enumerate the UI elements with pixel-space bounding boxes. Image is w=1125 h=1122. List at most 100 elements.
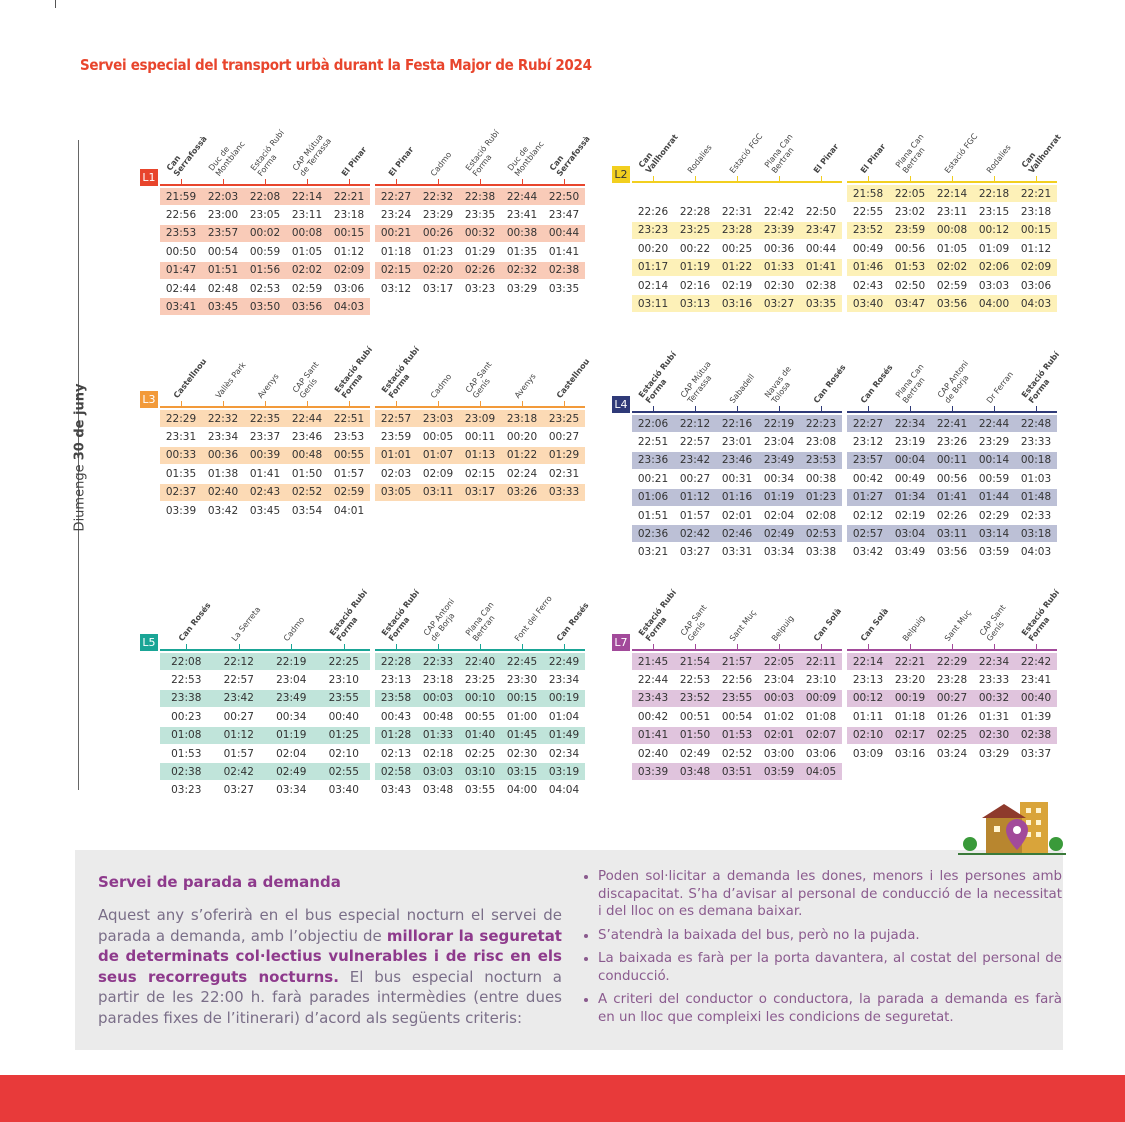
timetable-row: 00:20 00:22 00:25 00:36 00:44 bbox=[632, 240, 842, 257]
timetable-row: 02:15 02:20 02:26 02:32 02:38 bbox=[375, 261, 585, 279]
time: 03:11 bbox=[422, 486, 454, 499]
time: 22:41 bbox=[936, 417, 968, 430]
time: 23:23 bbox=[637, 224, 669, 237]
time: 23:41 bbox=[1020, 673, 1052, 686]
time: 23:13 bbox=[380, 673, 412, 686]
time: 02:09 bbox=[1020, 261, 1052, 274]
time: 00:11 bbox=[464, 430, 496, 443]
stop-name: Duc de Montblanc bbox=[206, 139, 247, 178]
time: 00:36 bbox=[763, 242, 795, 255]
time: 00:34 bbox=[763, 472, 795, 485]
time: 23:53 bbox=[333, 430, 365, 443]
time: 01:23 bbox=[805, 491, 837, 504]
time: 23:59 bbox=[380, 430, 412, 443]
stop-name: CAP Antoni de Borja bbox=[935, 359, 971, 405]
time: 00:05 bbox=[422, 430, 454, 443]
time: 01:05 bbox=[936, 242, 968, 255]
time: 02:25 bbox=[936, 729, 968, 742]
time: 03:42 bbox=[207, 504, 239, 517]
stop-name: CAP Sant Genís bbox=[977, 603, 1008, 643]
stop-tick bbox=[396, 401, 397, 407]
timetable-row: 00:42 00:49 00:56 00:59 01:03 bbox=[847, 470, 1057, 487]
timetable-row: 23:13 23:20 23:28 23:33 23:41 bbox=[847, 671, 1057, 688]
stop-name: Estació Rubí Forma bbox=[636, 350, 679, 405]
line-badge: L3 bbox=[140, 391, 158, 408]
time: 03:13 bbox=[679, 297, 711, 310]
stop-name: Duc de Montblanc bbox=[505, 139, 546, 178]
time: 04:03 bbox=[1020, 297, 1052, 310]
time: 01:33 bbox=[422, 729, 454, 742]
time: 02:16 bbox=[679, 279, 711, 292]
time: 02:38 bbox=[171, 765, 202, 778]
time: 01:09 bbox=[978, 242, 1010, 255]
timetable-row: 01:35 01:38 01:41 01:50 01:57 bbox=[160, 465, 370, 482]
time: 01:41 bbox=[548, 245, 580, 258]
time: 22:21 bbox=[894, 655, 926, 668]
time: 23:04 bbox=[763, 435, 795, 448]
timetable-row: 03:11 03:13 03:16 03:27 03:35 bbox=[632, 295, 842, 313]
time: 21:57 bbox=[721, 655, 753, 668]
footer-band bbox=[0, 1075, 1125, 1122]
stop-name: Cadmo bbox=[282, 615, 307, 643]
time: 03:41 bbox=[165, 300, 197, 313]
stop-name: Estació Rubí Forma bbox=[379, 345, 422, 400]
time: 00:03 bbox=[763, 692, 795, 705]
stop-tick bbox=[186, 644, 188, 650]
stop-name: CAP Mútua de Terrassa bbox=[290, 132, 334, 178]
time: 02:59 bbox=[333, 486, 365, 499]
time: 03:48 bbox=[422, 784, 454, 797]
time: 23:04 bbox=[276, 673, 307, 686]
stop-tick bbox=[480, 644, 481, 650]
stop-name: Vallès Park bbox=[213, 360, 248, 400]
time: 00:31 bbox=[721, 472, 753, 485]
stop-tick bbox=[779, 176, 780, 182]
time: 03:27 bbox=[679, 546, 711, 559]
time: 22:35 bbox=[249, 412, 281, 425]
timetable-row: 01:06 01:12 01:16 01:19 01:23 bbox=[632, 488, 842, 506]
time: 22:27 bbox=[380, 190, 412, 203]
stop-tick bbox=[238, 644, 240, 650]
time: 02:46 bbox=[721, 527, 753, 540]
time: 01:19 bbox=[763, 491, 795, 504]
time: 02:13 bbox=[380, 747, 412, 760]
time: 23:12 bbox=[852, 435, 884, 448]
time: 02:04 bbox=[763, 509, 795, 522]
time: 03:43 bbox=[380, 784, 412, 797]
time: 22:56 bbox=[165, 208, 197, 221]
time: 00:39 bbox=[249, 449, 281, 462]
time: 00:15 bbox=[1020, 224, 1052, 237]
time: 23:03 bbox=[422, 412, 454, 425]
time: 00:27 bbox=[936, 692, 968, 705]
timetable-row: 00:42 00:51 00:54 01:02 01:08 bbox=[632, 708, 842, 725]
time: 01:11 bbox=[852, 710, 884, 723]
stop-tick bbox=[653, 176, 654, 182]
time: 03:55 bbox=[464, 784, 496, 797]
time: 23:49 bbox=[276, 692, 307, 705]
stop-name: El Pinar bbox=[339, 145, 369, 178]
time: 22:44 bbox=[291, 412, 323, 425]
time: 00:44 bbox=[548, 227, 580, 240]
time: 21:54 bbox=[679, 655, 711, 668]
time: 00:34 bbox=[276, 710, 307, 723]
time: 02:42 bbox=[679, 527, 711, 540]
stop-tick bbox=[265, 179, 266, 185]
time: 00:33 bbox=[165, 449, 197, 462]
time: 03:04 bbox=[894, 527, 926, 540]
stop-tick bbox=[223, 401, 224, 407]
time: 22:08 bbox=[249, 190, 281, 203]
time: 01:18 bbox=[894, 710, 926, 723]
info-heading: Servei de parada a demanda bbox=[98, 873, 341, 891]
time: 03:15 bbox=[506, 765, 538, 778]
stop-name: Estació Rubí Forma bbox=[248, 128, 287, 178]
stop-name: Estació Rubí Forma bbox=[636, 588, 679, 643]
timetable-row: 22:27 22:32 22:38 22:44 22:50 bbox=[375, 188, 585, 205]
time: 22:50 bbox=[548, 190, 580, 203]
time: 23:42 bbox=[223, 692, 254, 705]
time: 01:12 bbox=[1020, 242, 1052, 255]
stop-name: Can Rosés bbox=[858, 362, 895, 405]
time: 22:53 bbox=[679, 673, 711, 686]
time: 23:29 bbox=[422, 208, 454, 221]
time: 21:58 bbox=[852, 187, 884, 200]
time: 03:56 bbox=[936, 297, 968, 310]
